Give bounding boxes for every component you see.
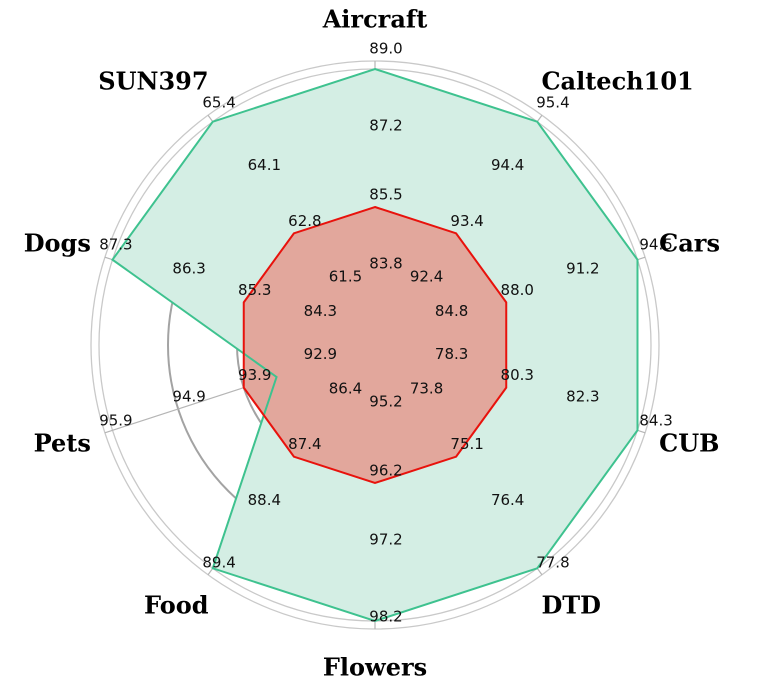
tick-label-dogs-3: 86.3 [172, 260, 205, 278]
tick-label-cars-1: 84.8 [435, 302, 468, 320]
axis-label-sun397: SUN397 [98, 66, 208, 95]
tick-label-flowers-2: 96.2 [369, 462, 402, 480]
tick-label-sun397-2: 62.8 [288, 212, 321, 230]
tick-label-caltech101-3: 94.4 [491, 156, 524, 174]
axis-label-cars: Cars [659, 228, 720, 257]
tick-label-food-3: 88.4 [248, 491, 281, 509]
tick-label-flowers-3: 97.2 [369, 531, 402, 549]
tick-label-dogs-2: 85.3 [238, 281, 271, 299]
tick-label-aircraft-1: 83.8 [369, 255, 402, 273]
tick-label-caltech101-4: 95.4 [536, 94, 569, 112]
tick-label-dtd-2: 75.1 [450, 435, 483, 453]
axis-label-food: Food [144, 591, 209, 620]
series-1-line [111, 67, 639, 623]
tick-label-sun397-4: 65.4 [202, 94, 235, 112]
tick-label-food-2: 87.4 [288, 435, 321, 453]
tick-label-dtd-1: 73.8 [410, 379, 443, 397]
tick-label-pets-1: 92.9 [304, 345, 337, 363]
tick-label-pets-3: 94.9 [172, 387, 205, 405]
tick-label-dtd-3: 76.4 [491, 491, 524, 509]
series-2-line [242, 205, 508, 485]
tick-label-dtd-4: 77.8 [536, 553, 569, 571]
tick-label-pets-2: 93.9 [238, 366, 271, 384]
axis-label-dogs: Dogs [24, 228, 91, 257]
tick-label-pets-4: 95.9 [99, 411, 132, 429]
tick-label-cub-1: 78.3 [435, 345, 468, 363]
tick-label-dogs-4: 87.3 [99, 236, 132, 254]
tick-label-food-4: 89.4 [202, 553, 235, 571]
series-2-area [243, 207, 507, 483]
axis-label-flowers: Flowers [323, 653, 427, 679]
tick-label-food-1: 86.4 [329, 379, 362, 397]
axis-label-dtd: DTD [541, 591, 600, 620]
tick-label-cub-2: 80.3 [501, 366, 534, 384]
tick-label-sun397-3: 64.1 [248, 156, 281, 174]
tick-label-aircraft-4: 89.0 [369, 40, 402, 58]
axis-label-aircraft: Aircraft [322, 5, 428, 34]
tick-label-flowers-1: 95.2 [369, 393, 402, 411]
axis-label-caltech101: Caltech101 [541, 66, 693, 95]
tick-label-flowers-4: 98.2 [369, 608, 402, 626]
tick-label-aircraft-2: 85.5 [369, 186, 402, 204]
tick-label-dogs-1: 84.3 [304, 302, 337, 320]
tick-label-cars-2: 88.0 [501, 281, 534, 299]
tick-label-cub-4: 84.3 [639, 411, 672, 429]
axis-label-cub: CUB [659, 429, 719, 458]
tick-label-cub-3: 82.3 [566, 387, 599, 405]
tick-label-cars-3: 91.2 [566, 260, 599, 278]
tick-label-cars-4: 94.5 [639, 236, 672, 254]
axis-label-pets: Pets [34, 429, 91, 458]
tick-label-sun397-1: 61.5 [329, 268, 362, 286]
tick-label-caltech101-2: 93.4 [450, 212, 483, 230]
tick-label-caltech101-1: 92.4 [410, 268, 443, 286]
tick-label-aircraft-3: 87.2 [369, 117, 402, 135]
